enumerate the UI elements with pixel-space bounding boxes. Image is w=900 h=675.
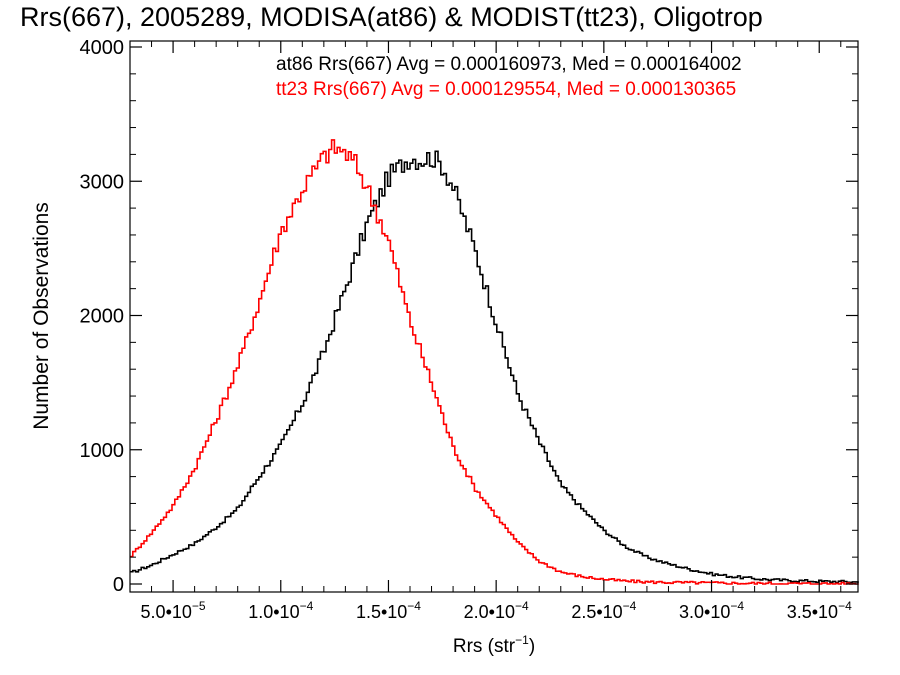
x-tick-label-exponent: −4 — [300, 599, 314, 613]
x-tick-label: 1.0•10−4 — [248, 599, 313, 622]
annotation-tt23-stats: tt23 Rrs(667) Avg = 0.000129554, Med = 0… — [276, 79, 736, 100]
y-tick-label: 4000 — [80, 37, 125, 59]
x-tick-label-mantissa: 2.5•10 — [571, 602, 622, 622]
x-tick-label-mantissa: 3.5•10 — [787, 602, 838, 622]
x-tick-label-exponent: −5 — [192, 599, 206, 613]
x-axis: 5.0•10−5 1.0•10−4 1.5•10−4 2.0•10−4 2.5•10−4… — [141, 41, 852, 622]
x-tick-label-exponent: −4 — [838, 599, 852, 613]
y-tick-label: 2000 — [80, 306, 125, 328]
x-tick-label-mantissa: 1.5•10 — [356, 602, 407, 622]
x-tick-label: 1.5•10−4 — [356, 599, 421, 622]
x-tick-label-mantissa: 2.0•10 — [464, 602, 515, 622]
x-tick-label: 2.0•10−4 — [464, 599, 529, 622]
y-axis-label: Number of Observations — [30, 202, 53, 430]
x-tick-label: 5.0•10−5 — [141, 599, 206, 622]
x-tick-label-mantissa: 5.0•10 — [141, 602, 192, 622]
x-axis-label-close: ) — [529, 636, 535, 657]
x-axis-label: Rrs (str−1) — [453, 633, 535, 657]
x-tick-label-mantissa: 3.0•10 — [679, 602, 730, 622]
x-tick-label-exponent: −4 — [407, 599, 421, 613]
x-tick-label-mantissa: 1.0•10 — [248, 602, 299, 622]
x-axis-label-exponent: −1 — [515, 633, 529, 647]
y-tick-label: 3000 — [80, 171, 125, 193]
chart-title: Rrs(667), 2005289, MODISA(at86) & MODIST… — [20, 2, 763, 32]
x-axis-label-base: Rrs (str — [453, 636, 516, 657]
x-tick-label: 2.5•10−4 — [571, 599, 636, 622]
y-tick-label: 0 — [113, 574, 124, 596]
x-tick-label-exponent: −4 — [515, 599, 529, 613]
x-tick-label-exponent: −4 — [730, 599, 744, 613]
x-tick-label: 3.5•10−4 — [787, 599, 852, 622]
y-axis: 0 1000 2000 3000 4000 — [80, 37, 858, 596]
series-tt23-histogram — [130, 139, 859, 585]
series-layer — [130, 139, 859, 585]
plot-frame — [129, 40, 859, 593]
y-tick-label: 1000 — [80, 440, 125, 462]
annotation-at86-stats: at86 Rrs(667) Avg = 0.000160973, Med = 0… — [276, 54, 742, 75]
x-tick-label-exponent: −4 — [623, 599, 637, 613]
series-at86-histogram — [130, 150, 859, 584]
x-tick-label: 3.0•10−4 — [679, 599, 744, 622]
